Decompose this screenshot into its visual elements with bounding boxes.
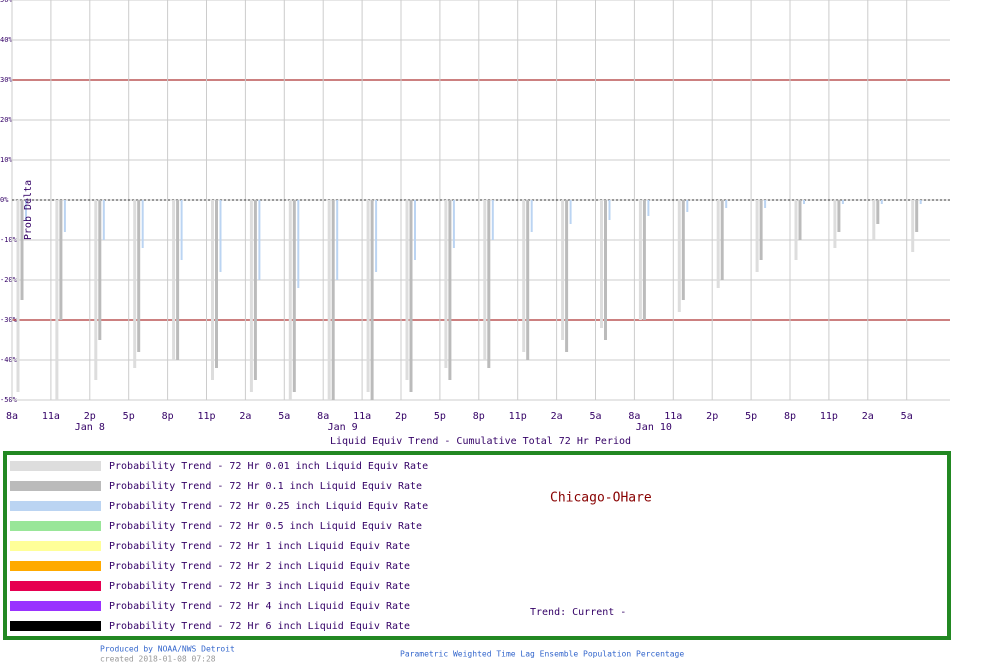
- y-axis-title: Prob Delta: [23, 180, 34, 240]
- legend-label: Probability Trend - 72 Hr 2 inch Liquid …: [109, 561, 410, 572]
- legend-swatch: [10, 561, 101, 571]
- x-tick-label: 5a: [278, 411, 290, 422]
- day-label: Jan 9: [328, 422, 358, 433]
- y-tick-label: -40%: [0, 356, 18, 364]
- day-label: Jan 8: [75, 422, 105, 433]
- trend-note: Trend: Current -: [530, 607, 626, 618]
- legend-label: Probability Trend - 72 Hr 1 inch Liquid …: [109, 541, 410, 552]
- y-tick-label: -10%: [0, 236, 18, 244]
- x-tick-label: 2p: [84, 411, 96, 422]
- y-tick-label: 40%: [0, 36, 13, 44]
- legend-box: [3, 451, 951, 640]
- legend-label: Probability Trend - 72 Hr 0.01 inch Liqu…: [109, 461, 428, 472]
- x-tick-label: 8a: [628, 411, 640, 422]
- x-tick-label: 11a: [664, 411, 682, 422]
- grid: -50% -40% -30% -20% -10% 0% 10% 20% 30% 40% 50% 8a 1…: [0, 0, 950, 433]
- x-tick-label: 5a: [901, 411, 913, 422]
- legend-swatch: [10, 541, 101, 551]
- x-tick-label: 11a: [42, 411, 60, 422]
- x-axis-title: Liquid Equiv Trend - Cumulative Total 72…: [330, 436, 631, 447]
- legend-label: Probability Trend - 72 Hr 0.25 inch Liqu…: [109, 501, 428, 512]
- x-tick-label: 8p: [473, 411, 485, 422]
- x-tick-label: 5p: [123, 411, 135, 422]
- legend-label: Probability Trend - 72 Hr 3 inch Liquid …: [109, 581, 410, 592]
- day-label: Jan 10: [636, 422, 672, 433]
- y-tick-label: 0%: [0, 196, 9, 204]
- x-tick-label: 11p: [197, 411, 215, 422]
- x-tick-label: 11p: [509, 411, 527, 422]
- legend-swatch: [10, 581, 101, 591]
- x-tick-label: 8a: [6, 411, 18, 422]
- created: created 2018-01-08 07:28: [100, 655, 216, 664]
- x-tick-label: 8a: [317, 411, 329, 422]
- x-tick-label: 11p: [820, 411, 838, 422]
- x-tick-label: 5p: [434, 411, 446, 422]
- legend-label: Probability Trend - 72 Hr 4 inch Liquid …: [109, 601, 410, 612]
- x-tick-label: 5p: [745, 411, 757, 422]
- x-tick-label: 11a: [353, 411, 371, 422]
- station-name: Chicago-OHare: [550, 491, 652, 506]
- x-tick-label: 2p: [395, 411, 407, 422]
- legend-label: Probability Trend - 72 Hr 0.5 inch Liqui…: [109, 521, 422, 532]
- legend-label: Probability Trend - 72 Hr 6 inch Liquid …: [109, 621, 410, 632]
- y-tick-label: 20%: [0, 116, 13, 124]
- legend-swatch: [10, 481, 101, 491]
- footer: Parametric Weighted Time Lag Ensemble Po…: [400, 650, 684, 659]
- legend-label: Probability Trend - 72 Hr 0.1 inch Liqui…: [109, 481, 422, 492]
- x-tick-label: 2a: [239, 411, 251, 422]
- legend-swatch: [10, 521, 101, 531]
- y-tick-label: 30%: [0, 76, 13, 84]
- legend-swatch: [10, 621, 101, 631]
- legend-swatch: [10, 501, 101, 511]
- y-tick-label: 10%: [0, 156, 13, 164]
- x-tick-label: 2a: [862, 411, 874, 422]
- x-tick-label: 8p: [162, 411, 174, 422]
- x-tick-label: 2p: [706, 411, 718, 422]
- y-tick-label: -20%: [0, 276, 18, 284]
- legend-swatch: [10, 461, 101, 471]
- x-tick-label: 5a: [589, 411, 601, 422]
- x-tick-label: 2a: [551, 411, 563, 422]
- marks: [16, 200, 922, 400]
- producer: Produced by NOAA/NWS Detroit: [100, 645, 235, 654]
- y-tick-label: -50%: [0, 396, 18, 404]
- legend-swatch: [10, 601, 101, 611]
- y-tick-label: 50%: [0, 0, 13, 4]
- y-tick-label: -30%: [0, 316, 18, 324]
- x-tick-label: 8p: [784, 411, 796, 422]
